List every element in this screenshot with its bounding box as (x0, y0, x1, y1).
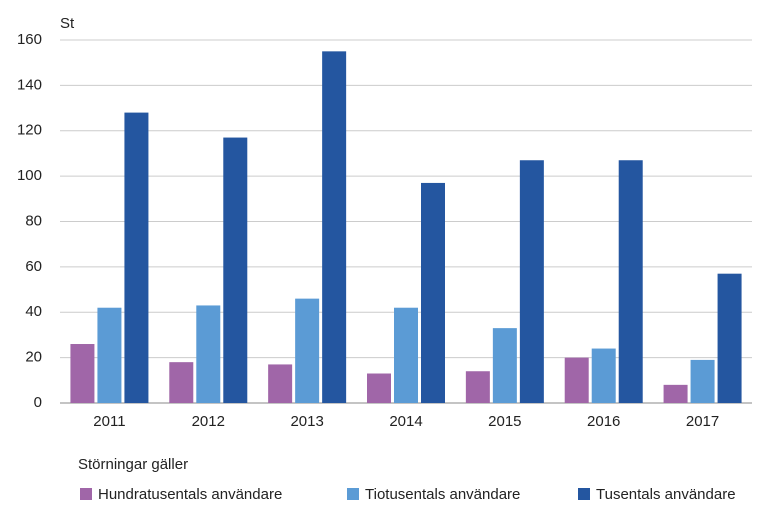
legend-swatch (80, 488, 92, 500)
bar (295, 298, 320, 403)
y-tick-label: 60 (25, 258, 42, 275)
bar (196, 305, 221, 403)
x-tick-label: 2017 (686, 413, 719, 430)
x-tick-label: 2016 (587, 413, 620, 430)
bar (322, 51, 347, 403)
bar (564, 357, 589, 403)
legend-label: Hundratusentals användare (98, 486, 282, 503)
bar (421, 182, 445, 403)
x-tick-label: 2014 (389, 413, 422, 430)
bar (70, 344, 95, 403)
bar (717, 273, 742, 403)
y-tick-label: 20 (25, 349, 42, 366)
bar (97, 307, 122, 403)
bar (223, 137, 248, 403)
x-tick-label: 2013 (290, 413, 323, 430)
bar (268, 364, 293, 403)
y-tick-label: 100 (17, 167, 42, 184)
bar (169, 362, 194, 403)
x-tick-label: 2015 (488, 413, 521, 430)
bar (394, 307, 418, 403)
bar (591, 348, 616, 403)
y-tick-label: 0 (34, 394, 42, 411)
legend-title: Störningar gäller (78, 456, 188, 473)
bar (465, 371, 490, 403)
x-tick-label: 2011 (93, 413, 125, 430)
y-tick-label: 120 (17, 122, 42, 139)
y-tick-label: 80 (25, 212, 42, 229)
bar (663, 384, 688, 403)
y-axis-title: St (60, 15, 75, 32)
y-tick-label: 40 (25, 303, 42, 320)
bar (124, 112, 149, 403)
bar (492, 328, 517, 403)
y-tick-label: 140 (17, 76, 42, 93)
bar (690, 359, 715, 403)
bar (519, 160, 544, 403)
bar (618, 160, 643, 403)
legend-label: Tusentals användare (596, 486, 736, 503)
legend-swatch (578, 488, 590, 500)
legend-label: Tiotusentals användare (365, 486, 520, 503)
x-tick-label: 2012 (192, 413, 225, 430)
y-tick-label: 160 (17, 31, 42, 48)
legend-swatch (347, 488, 359, 500)
bar (367, 373, 391, 403)
